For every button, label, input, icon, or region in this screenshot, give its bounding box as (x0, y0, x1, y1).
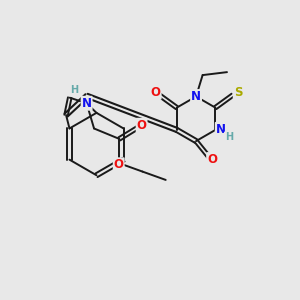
Text: H: H (70, 85, 79, 95)
Text: S: S (234, 86, 242, 99)
Text: O: O (136, 119, 147, 132)
Text: H: H (225, 132, 233, 142)
Text: N: N (216, 123, 226, 136)
Text: O: O (151, 86, 161, 99)
Text: N: N (82, 97, 92, 110)
Text: N: N (191, 90, 201, 103)
Text: O: O (207, 153, 217, 166)
Text: O: O (114, 158, 124, 171)
